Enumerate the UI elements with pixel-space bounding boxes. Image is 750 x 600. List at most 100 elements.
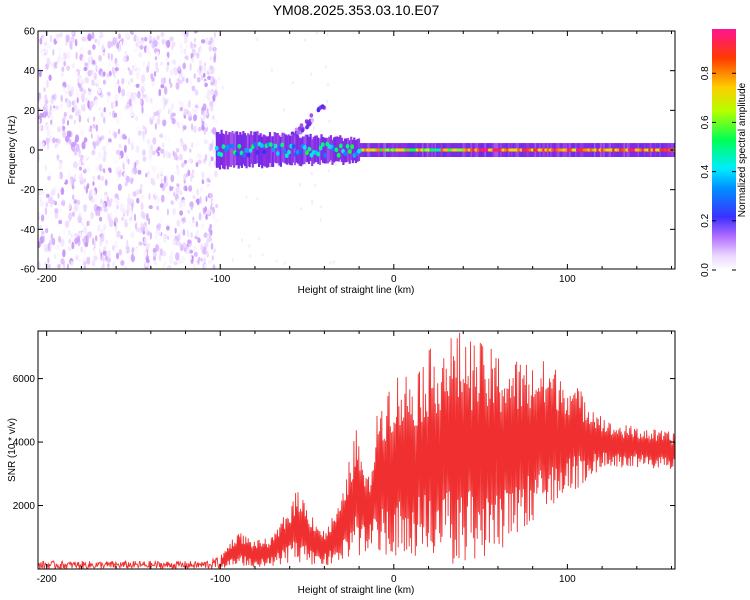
line-core — [336, 152, 341, 158]
x-tick-label: 100 — [559, 274, 576, 285]
noise-blob — [145, 95, 150, 103]
noise-blob — [84, 241, 89, 248]
noise-blob — [46, 128, 51, 136]
noise-blob — [182, 125, 187, 130]
noise-blob — [91, 198, 95, 203]
noise-blob — [100, 170, 104, 177]
noise-blob — [168, 77, 171, 85]
noise-speck — [316, 31, 318, 35]
noise-blob — [100, 198, 103, 204]
noise-blob — [86, 183, 90, 189]
noise-blob — [43, 103, 48, 110]
noise-blob — [124, 144, 127, 153]
noise-blob — [80, 105, 84, 111]
noise-blob — [38, 212, 42, 218]
noise-blob — [45, 45, 47, 54]
noise-blob — [75, 88, 79, 97]
noise-blob — [169, 82, 173, 88]
noise-blob — [167, 266, 171, 269]
noise-blob — [181, 199, 186, 207]
noise-blob — [195, 262, 199, 269]
noise-blob — [96, 79, 101, 85]
noise-blob — [126, 201, 131, 211]
noise-blob — [50, 233, 54, 241]
noise-blob — [122, 162, 125, 171]
noise-blob — [56, 223, 60, 228]
noise-blob — [170, 174, 175, 183]
noise-blob — [207, 40, 212, 46]
noise-blob — [95, 165, 100, 172]
line-core — [244, 147, 249, 153]
noise-blob — [197, 68, 200, 73]
noise-blob — [120, 260, 125, 266]
y-tick-label: 20 — [24, 106, 36, 117]
noise-blob — [204, 82, 208, 88]
noise-blob — [46, 44, 52, 49]
noise-blob — [47, 257, 50, 264]
noise-speck — [245, 195, 248, 200]
noise-blob — [78, 114, 82, 123]
noise-blob — [41, 141, 45, 149]
noise-blob — [39, 186, 44, 192]
line-band — [347, 137, 350, 162]
noise-blob — [106, 257, 112, 264]
noise-blob — [42, 124, 47, 131]
line-band — [284, 134, 287, 164]
colorbar-tick-label: 0.2 — [700, 213, 711, 227]
snr-marks — [38, 332, 675, 569]
noise-blob — [143, 113, 147, 119]
x-tick-label: -100 — [210, 274, 230, 285]
noise-blob — [49, 104, 52, 111]
branch-mark — [305, 125, 309, 130]
noise-blob — [193, 31, 198, 34]
noise-blob — [207, 96, 211, 101]
noise-blob — [44, 207, 48, 216]
branch-mark — [299, 123, 304, 128]
line-core — [280, 142, 285, 148]
noise-blob — [153, 71, 157, 77]
noise-blob — [113, 82, 118, 88]
noise-blob — [83, 204, 88, 210]
noise-blob — [97, 134, 100, 143]
noise-blob — [96, 31, 101, 38]
noise-blob — [205, 196, 208, 202]
noise-blob — [73, 232, 79, 238]
noise-blob — [98, 216, 103, 222]
noise-blob — [93, 116, 96, 122]
line-band — [270, 136, 273, 167]
noise-blob — [123, 99, 126, 106]
noise-blob — [203, 88, 208, 97]
noise-blob — [210, 81, 215, 86]
y-tick-label: 4000 — [13, 438, 36, 449]
noise-blob — [203, 232, 208, 238]
noise-blob — [202, 188, 206, 196]
noise-blob — [44, 164, 47, 171]
noise-blob — [128, 137, 130, 145]
noise-blob — [130, 144, 134, 151]
noise-blob — [117, 79, 120, 86]
noise-blob — [178, 153, 183, 161]
noise-speck — [257, 236, 260, 241]
noise-blob — [129, 208, 132, 215]
line-core — [287, 149, 291, 155]
noise-blob — [103, 224, 107, 231]
line-band — [258, 135, 261, 167]
noise-blob — [73, 161, 78, 169]
noise-blob — [209, 89, 214, 96]
noise-blob — [169, 231, 173, 238]
noise-blob — [151, 115, 155, 121]
noise-blob — [198, 65, 202, 70]
noise-blob — [60, 238, 65, 247]
noise-blob — [164, 181, 169, 187]
noise-blob — [159, 248, 163, 257]
noise-blob — [141, 195, 144, 200]
noise-speck — [303, 38, 306, 42]
noise-blob — [136, 145, 139, 153]
noise-speck — [326, 99, 329, 104]
noise-blob — [76, 97, 79, 104]
line-band — [247, 133, 250, 166]
noise-blob — [208, 259, 213, 265]
noise-blob — [48, 263, 51, 269]
noise-blob — [103, 150, 107, 157]
